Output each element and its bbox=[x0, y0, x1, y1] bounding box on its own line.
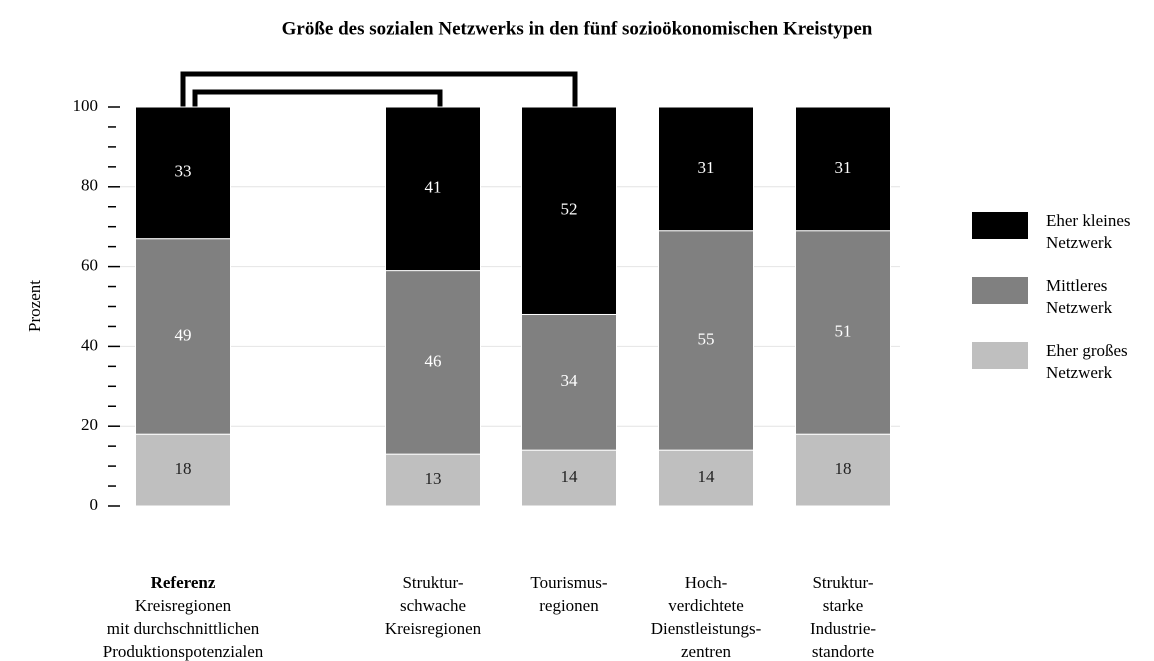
x-tick-label: Produktionspotenzialen bbox=[103, 642, 264, 661]
x-tick-label: Kreisregionen bbox=[385, 619, 482, 638]
x-tick-label: starke bbox=[823, 596, 864, 615]
legend-item: Eher kleines Netzwerk bbox=[972, 211, 1154, 277]
bracket bbox=[192, 89, 443, 107]
legend-swatch bbox=[972, 277, 1028, 304]
legend-swatch bbox=[972, 212, 1028, 239]
bar-segment bbox=[521, 106, 617, 315]
y-tick-label: 80 bbox=[81, 176, 98, 195]
data-label: 34 bbox=[561, 371, 579, 390]
data-label: 33 bbox=[175, 162, 192, 181]
x-tick-label: Hoch- bbox=[685, 573, 728, 592]
bar-segment bbox=[385, 270, 481, 455]
y-tick-label: 0 bbox=[90, 495, 99, 514]
y-axis-label: Prozent bbox=[25, 280, 44, 332]
data-label: 41 bbox=[425, 178, 442, 197]
bar-segment bbox=[135, 106, 231, 240]
bar-segment bbox=[658, 449, 754, 507]
legend-item: Eher großes Netzwerk bbox=[972, 341, 1154, 407]
x-tick-label: Dienstleistungs- bbox=[651, 619, 762, 638]
data-label: 13 bbox=[425, 469, 442, 488]
legend-label: Eher großes Netzwerk bbox=[1046, 341, 1128, 382]
x-tick-label: Struktur- bbox=[402, 573, 463, 592]
bar-segment bbox=[658, 106, 754, 232]
x-tick-label: standorte bbox=[812, 642, 874, 661]
y-tick-label: 60 bbox=[81, 256, 98, 275]
x-tick-label: Industrie- bbox=[810, 619, 876, 638]
data-label: 14 bbox=[698, 467, 716, 486]
bar-segment bbox=[795, 106, 891, 232]
data-label: 49 bbox=[175, 325, 192, 344]
x-tick-label: schwache bbox=[400, 596, 466, 615]
bar-segment bbox=[135, 238, 231, 435]
bar-segment bbox=[521, 313, 617, 451]
y-tick-label: 20 bbox=[81, 415, 98, 434]
x-tick-label: Struktur- bbox=[812, 573, 873, 592]
x-tick-label: verdichtete bbox=[668, 596, 744, 615]
legend-swatch bbox=[972, 342, 1028, 369]
x-tick-label: Tourismus- bbox=[530, 573, 608, 592]
legend-item: Mittleres Netzwerk bbox=[972, 276, 1154, 342]
data-label: 55 bbox=[698, 329, 715, 348]
legend: Eher kleines Netzwerk Mittleres Netzwerk E… bbox=[972, 211, 1154, 407]
data-label: 18 bbox=[835, 459, 852, 478]
chart-title: Größe des sozialen Netzwerks in den fünf… bbox=[282, 18, 873, 39]
data-label: 31 bbox=[835, 158, 852, 177]
x-tick-label: zentren bbox=[681, 642, 732, 661]
y-tick-label: 40 bbox=[81, 335, 98, 354]
bar-segment bbox=[521, 449, 617, 507]
data-label: 14 bbox=[561, 467, 579, 486]
y-tick-label: 100 bbox=[73, 96, 99, 115]
legend-label: Eher kleines Netzwerk bbox=[1046, 211, 1131, 252]
bar-segment bbox=[795, 433, 891, 507]
data-label: 52 bbox=[561, 200, 578, 219]
data-label: 46 bbox=[425, 351, 442, 370]
bar-segment bbox=[385, 453, 481, 507]
data-label: 31 bbox=[698, 158, 715, 177]
x-tick-label: Referenz bbox=[151, 573, 216, 592]
significance-brackets bbox=[180, 71, 578, 107]
bar-segment bbox=[795, 230, 891, 435]
x-tick-label: Kreisregionen bbox=[135, 596, 232, 615]
data-label: 51 bbox=[835, 321, 852, 340]
data-label: 18 bbox=[175, 459, 192, 478]
bar-segment bbox=[658, 230, 754, 451]
x-tick-label: mit durchschnittlichen bbox=[107, 619, 260, 638]
bracket bbox=[180, 71, 578, 107]
legend-label: Mittleres Netzwerk bbox=[1046, 276, 1113, 317]
bar-segment bbox=[385, 106, 481, 272]
x-tick-label: regionen bbox=[539, 596, 599, 615]
bar-segment bbox=[135, 433, 231, 507]
